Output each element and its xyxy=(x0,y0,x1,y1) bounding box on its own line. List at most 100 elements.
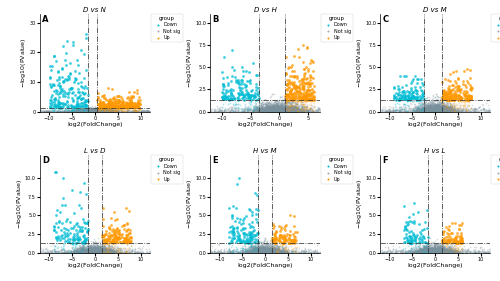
Point xyxy=(454,250,462,255)
Point xyxy=(288,108,296,113)
Point xyxy=(428,108,436,112)
Point xyxy=(100,249,108,254)
Point xyxy=(273,108,281,113)
Point xyxy=(392,250,400,255)
Point xyxy=(93,109,101,113)
Point xyxy=(418,249,426,254)
Point xyxy=(433,106,441,111)
Point xyxy=(65,109,73,113)
Point xyxy=(266,106,274,111)
Point xyxy=(228,228,236,233)
Point xyxy=(448,109,456,113)
Point xyxy=(430,250,438,254)
Point xyxy=(443,108,451,113)
Point xyxy=(76,250,84,255)
Point xyxy=(436,105,444,110)
Point xyxy=(438,250,446,255)
Point xyxy=(268,249,276,253)
Point xyxy=(430,250,438,255)
Point xyxy=(94,109,102,114)
Point xyxy=(428,106,436,111)
Point xyxy=(438,250,446,254)
Point xyxy=(104,109,112,114)
Point xyxy=(436,248,444,253)
Point xyxy=(286,241,294,245)
Point xyxy=(264,247,272,252)
Point xyxy=(98,109,106,114)
Point xyxy=(422,109,430,114)
Point xyxy=(447,250,455,255)
Point xyxy=(268,106,276,110)
Point xyxy=(265,109,273,114)
Point xyxy=(100,245,108,249)
Point xyxy=(287,108,295,113)
Point xyxy=(142,107,150,112)
Point xyxy=(429,98,437,103)
Point xyxy=(278,109,285,114)
Point xyxy=(430,107,438,112)
Point xyxy=(424,106,432,111)
Point xyxy=(280,249,288,253)
Point xyxy=(421,250,429,254)
Point xyxy=(86,109,94,113)
X-axis label: log2(FoldChange): log2(FoldChange) xyxy=(238,122,293,127)
Point xyxy=(254,250,262,255)
Point xyxy=(308,108,316,113)
Point xyxy=(404,109,412,113)
Point xyxy=(94,248,102,253)
Point xyxy=(284,106,292,111)
Point xyxy=(91,109,99,114)
Point xyxy=(287,92,295,97)
Point xyxy=(284,250,292,255)
Point xyxy=(436,108,444,112)
Point xyxy=(85,250,93,254)
Point xyxy=(272,250,280,254)
Point xyxy=(290,109,298,114)
Point xyxy=(90,248,98,252)
Point xyxy=(103,109,111,114)
Point xyxy=(436,109,444,114)
Point xyxy=(284,107,292,112)
Point xyxy=(422,106,430,110)
Point xyxy=(242,248,250,252)
Point xyxy=(56,101,64,105)
Point xyxy=(86,108,94,113)
Point xyxy=(263,100,271,104)
Point xyxy=(92,108,100,112)
Point xyxy=(430,250,438,255)
Point xyxy=(91,245,99,250)
Point xyxy=(273,107,281,112)
Point xyxy=(103,248,111,252)
Point xyxy=(286,107,294,112)
Point xyxy=(263,103,271,108)
Point xyxy=(273,102,281,107)
Point xyxy=(418,109,426,113)
Point xyxy=(234,109,241,114)
Point xyxy=(278,250,285,254)
Point xyxy=(101,250,109,254)
Point xyxy=(433,247,441,251)
Point xyxy=(240,249,248,253)
Point xyxy=(270,109,278,114)
Point xyxy=(40,247,48,251)
Point xyxy=(60,248,68,253)
Point xyxy=(101,108,109,113)
Point xyxy=(274,109,282,114)
Point xyxy=(274,107,282,111)
Point xyxy=(92,109,100,114)
Point xyxy=(430,108,438,112)
Point xyxy=(441,248,449,253)
Point xyxy=(126,107,134,111)
Point xyxy=(282,107,290,112)
Point xyxy=(76,248,84,253)
Point xyxy=(260,249,268,254)
Point xyxy=(316,109,324,113)
Point xyxy=(90,250,98,255)
Point xyxy=(99,234,107,238)
Point xyxy=(430,103,438,108)
Point xyxy=(84,108,92,113)
Point xyxy=(91,248,99,253)
Point xyxy=(220,76,228,81)
Point xyxy=(126,102,134,106)
Point xyxy=(278,109,286,113)
